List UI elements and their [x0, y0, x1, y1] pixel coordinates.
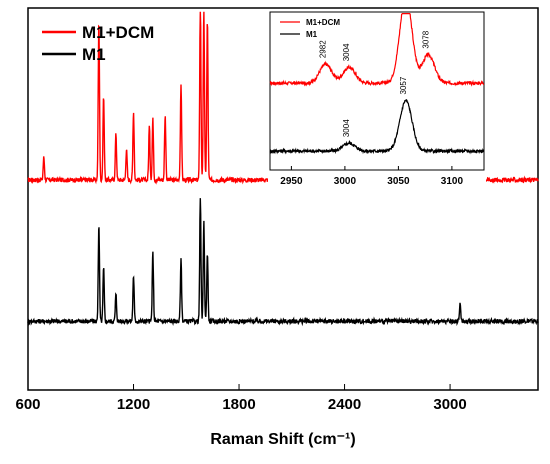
- inset-plot-frame: [269, 11, 485, 171]
- x-axis-label: Raman Shift (cm⁻¹): [210, 431, 355, 448]
- x-tick-label-2400: 2400: [328, 396, 361, 413]
- series-line-m1: [27, 198, 539, 327]
- inset-series-line-m1: [269, 98, 485, 155]
- legend-label-m1: M1: [82, 45, 106, 64]
- inset-x-tick-label-3050: 3050: [387, 176, 410, 187]
- inset-legend-label-m1-dcm: M1+DCM: [306, 18, 340, 27]
- inset-legend-label-m1: M1: [306, 30, 318, 39]
- inset-peak-label-3004: 3004: [342, 119, 351, 137]
- inset-peak-label-2982: 2982: [319, 40, 328, 58]
- inset-series-line-m1-dcm: [269, 13, 485, 87]
- inset-x-tick-label-3100: 3100: [441, 176, 464, 187]
- inset-peak-label-3078: 3078: [421, 30, 430, 48]
- main-plot: 600 1200 1800 2400 3000 M1+DCM M1 Raman Shift (…: [15, 7, 539, 448]
- inset-peak-label-3004: 3004: [342, 43, 351, 61]
- x-tick-label-3000: 3000: [433, 396, 466, 413]
- plot-frame: [27, 7, 539, 391]
- legend-label-m1-dcm: M1+DCM: [82, 23, 154, 42]
- x-tick-label-600: 600: [15, 396, 40, 413]
- x-tick-label-1200: 1200: [117, 396, 150, 413]
- inset-background: [268, 10, 486, 188]
- inset-plot: 2982300430573078300430572950300030503100…: [268, 10, 486, 188]
- x-tick-label-1800: 1800: [222, 396, 255, 413]
- inset-x-tick-label-3000: 3000: [334, 176, 357, 187]
- inset-x-tick-label-2950: 2950: [280, 176, 303, 187]
- inset-peak-label-3057: 3057: [399, 76, 408, 94]
